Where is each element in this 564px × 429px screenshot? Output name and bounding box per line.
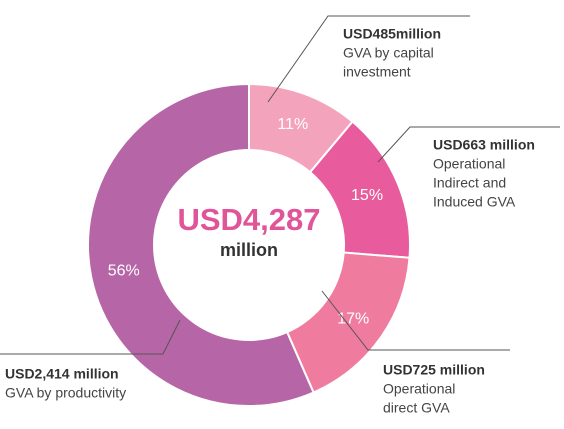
leader-line xyxy=(321,290,510,351)
annotation-text: GVA by productivity xyxy=(5,385,126,401)
annotation-amount: USD485million xyxy=(343,26,441,42)
slice-label: 15% xyxy=(351,187,383,204)
annotation-text: investment xyxy=(343,64,411,80)
annotation-text: Indirect and xyxy=(433,175,506,191)
slice-label: 56% xyxy=(108,262,140,279)
donut-hole xyxy=(153,149,345,341)
center-amount: USD4,287 xyxy=(177,202,320,237)
annotation-amount: USD2,414 million xyxy=(5,366,119,382)
annotation-amount: USD725 million xyxy=(383,362,485,378)
leader-line xyxy=(0,319,181,355)
annotation-text: Operational xyxy=(383,381,455,397)
center-unit: million xyxy=(220,240,278,260)
slice-label: 17% xyxy=(337,310,369,327)
slice-label: 11% xyxy=(277,116,308,133)
annotation-amount: USD663 million xyxy=(433,137,535,153)
leader-line xyxy=(377,126,560,163)
annotation-text: Operational xyxy=(433,156,505,172)
annotation-text: Induced GVA xyxy=(433,194,516,210)
leader-line xyxy=(267,15,470,103)
annotation-text: GVA by capital xyxy=(343,45,434,61)
annotation-text: direct GVA xyxy=(383,400,450,416)
